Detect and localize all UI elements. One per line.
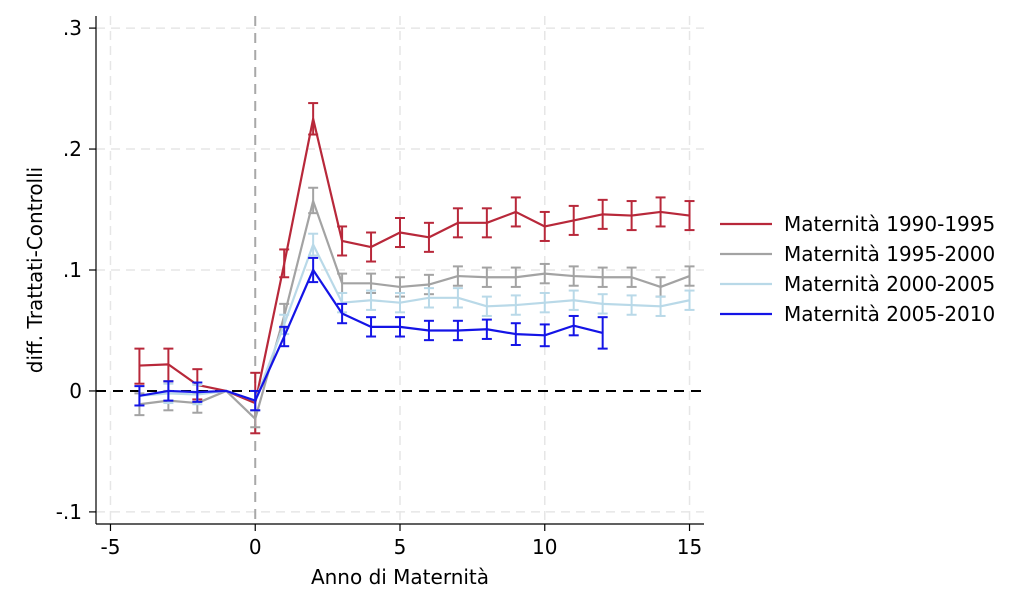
y-tick-label: -.1 [56, 500, 82, 524]
legend-item: Maternità 1995-2000 [720, 242, 995, 266]
series-line [139, 268, 603, 402]
series-1 [134, 102, 695, 435]
series-line [139, 117, 690, 405]
legend-label: Maternità 1995-2000 [784, 242, 995, 266]
x-tick-label: -5 [100, 535, 120, 559]
x-tick-label: 0 [249, 535, 262, 559]
legend-label: Maternità 1990-1995 [784, 212, 995, 236]
x-tick-label: 5 [394, 535, 407, 559]
legend-item: Maternità 2000-2005 [720, 272, 995, 296]
x-axis-title: Anno di Maternità [311, 565, 489, 589]
legend: Maternità 1990-1995 Maternità 1995-2000 Ma… [720, 212, 995, 326]
y-tick-label: .1 [63, 258, 82, 282]
legend-label: Maternità 2005-2010 [784, 302, 995, 326]
error-bar [684, 289, 695, 311]
y-axis-title: diff. Trattati-Controlli [23, 167, 47, 373]
ticks: -5 0 5 10 15 -.1 0 .1 .2 .3 [56, 16, 703, 559]
y-tick-label: 0 [69, 379, 82, 403]
x-tick-label: 10 [532, 535, 557, 559]
legend-item: Maternità 1990-1995 [720, 212, 995, 236]
error-bar [134, 347, 145, 385]
y-tick-label: .2 [63, 137, 82, 161]
grid [96, 16, 704, 524]
series-3 [134, 232, 695, 412]
error-bar [134, 385, 145, 407]
error-bar [684, 265, 695, 287]
y-tick-label: .3 [63, 16, 82, 40]
error-bar [684, 200, 695, 232]
legend-label: Maternità 2000-2005 [784, 272, 995, 296]
series-4 [134, 256, 608, 412]
series-line [139, 199, 690, 420]
series-layer [134, 102, 695, 435]
x-tick-label: 15 [677, 535, 702, 559]
legend-item: Maternità 2005-2010 [720, 302, 995, 326]
